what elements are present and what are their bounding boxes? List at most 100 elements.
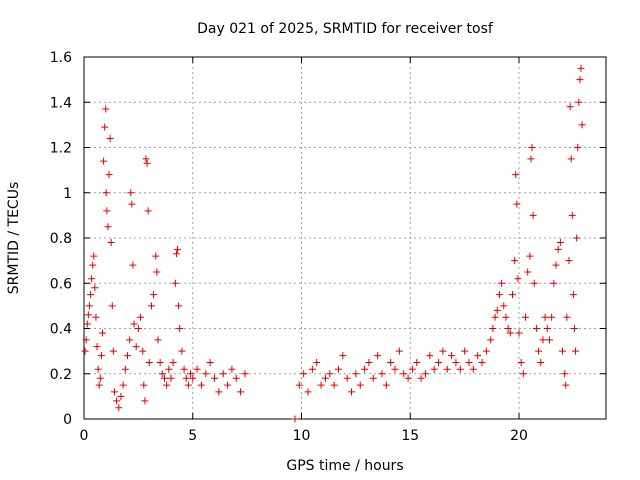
data-point — [569, 291, 577, 299]
data-point — [178, 347, 186, 355]
data-point — [215, 388, 223, 396]
data-point — [452, 358, 460, 366]
x-tick-label: 20 — [510, 428, 528, 444]
data-point — [576, 76, 584, 84]
data-point — [575, 98, 583, 106]
y-tick-label: 0.8 — [50, 231, 72, 247]
data-point — [83, 320, 91, 328]
data-point — [361, 365, 369, 373]
data-point — [400, 370, 408, 378]
data-point — [339, 352, 347, 360]
data-point — [141, 397, 149, 405]
data-point — [127, 189, 135, 197]
data-point — [395, 347, 403, 355]
data-point — [132, 343, 140, 351]
data-point — [219, 370, 227, 378]
data-point — [508, 291, 516, 299]
data-point — [167, 374, 175, 382]
data-point — [105, 171, 113, 179]
data-point — [365, 358, 373, 366]
data-point — [113, 397, 121, 405]
data-point — [530, 279, 538, 287]
data-point — [175, 302, 183, 310]
data-point — [426, 352, 434, 360]
data-point — [408, 365, 416, 373]
data-point — [140, 381, 148, 389]
data-point — [313, 358, 321, 366]
data-point — [115, 404, 123, 412]
plot-frame — [83, 56, 607, 420]
data-point — [561, 370, 569, 378]
data-point — [334, 365, 342, 373]
data-point — [567, 155, 575, 163]
data-point — [517, 358, 525, 366]
data-point — [163, 381, 171, 389]
data-point — [500, 302, 508, 310]
data-point — [527, 155, 535, 163]
data-point — [524, 268, 532, 276]
data-point — [295, 381, 303, 389]
y-tick-label: 0.2 — [50, 367, 72, 383]
data-point — [519, 370, 527, 378]
data-point — [435, 358, 443, 366]
data-point — [103, 207, 111, 215]
data-point — [171, 279, 179, 287]
data-point — [174, 245, 182, 253]
data-point — [548, 313, 556, 321]
data-point — [193, 365, 201, 373]
data-point — [387, 358, 395, 366]
y-tick-label: 1 — [63, 186, 72, 202]
data-point — [504, 325, 512, 332]
data-point — [92, 313, 100, 321]
data-point — [439, 347, 447, 355]
data-point — [100, 157, 108, 165]
data-point — [139, 347, 147, 355]
data-point — [197, 381, 205, 389]
data-point — [102, 105, 110, 113]
data-point — [487, 336, 495, 344]
data-point — [545, 336, 553, 344]
y-tick-label: 0.6 — [50, 276, 72, 292]
data-point — [568, 211, 576, 219]
data-point — [211, 374, 218, 382]
data-point — [108, 302, 116, 310]
data-points — [81, 64, 586, 423]
data-point — [343, 374, 351, 382]
data-point — [528, 144, 536, 151]
data-point — [552, 261, 560, 269]
data-point — [578, 121, 586, 129]
data-point — [495, 291, 503, 299]
data-point — [158, 370, 166, 378]
data-point — [202, 370, 210, 378]
data-point — [474, 352, 482, 360]
data-point — [572, 347, 580, 355]
data-point — [550, 279, 558, 287]
data-point — [535, 347, 543, 355]
data-point — [493, 306, 501, 314]
data-point — [119, 381, 127, 389]
data-point — [539, 336, 547, 344]
data-point — [529, 211, 537, 219]
data-point — [421, 370, 429, 378]
data-point — [152, 252, 160, 260]
data-point — [81, 347, 89, 355]
data-point — [491, 313, 499, 321]
data-point — [184, 381, 192, 389]
data-point — [96, 374, 104, 382]
data-point — [134, 325, 142, 332]
data-point — [117, 392, 125, 400]
data-point — [469, 365, 477, 373]
data-point — [430, 365, 438, 373]
data-point — [95, 381, 103, 389]
x-tick-label: 15 — [401, 428, 419, 444]
data-point — [228, 365, 236, 373]
data-point — [378, 370, 386, 378]
data-point — [512, 171, 520, 179]
data-point — [130, 320, 138, 328]
data-point — [300, 370, 308, 378]
data-point — [514, 275, 522, 283]
x-axis-label: GPS time / hours — [286, 458, 403, 474]
y-tick-label: 0 — [63, 412, 72, 428]
data-point — [224, 381, 232, 389]
